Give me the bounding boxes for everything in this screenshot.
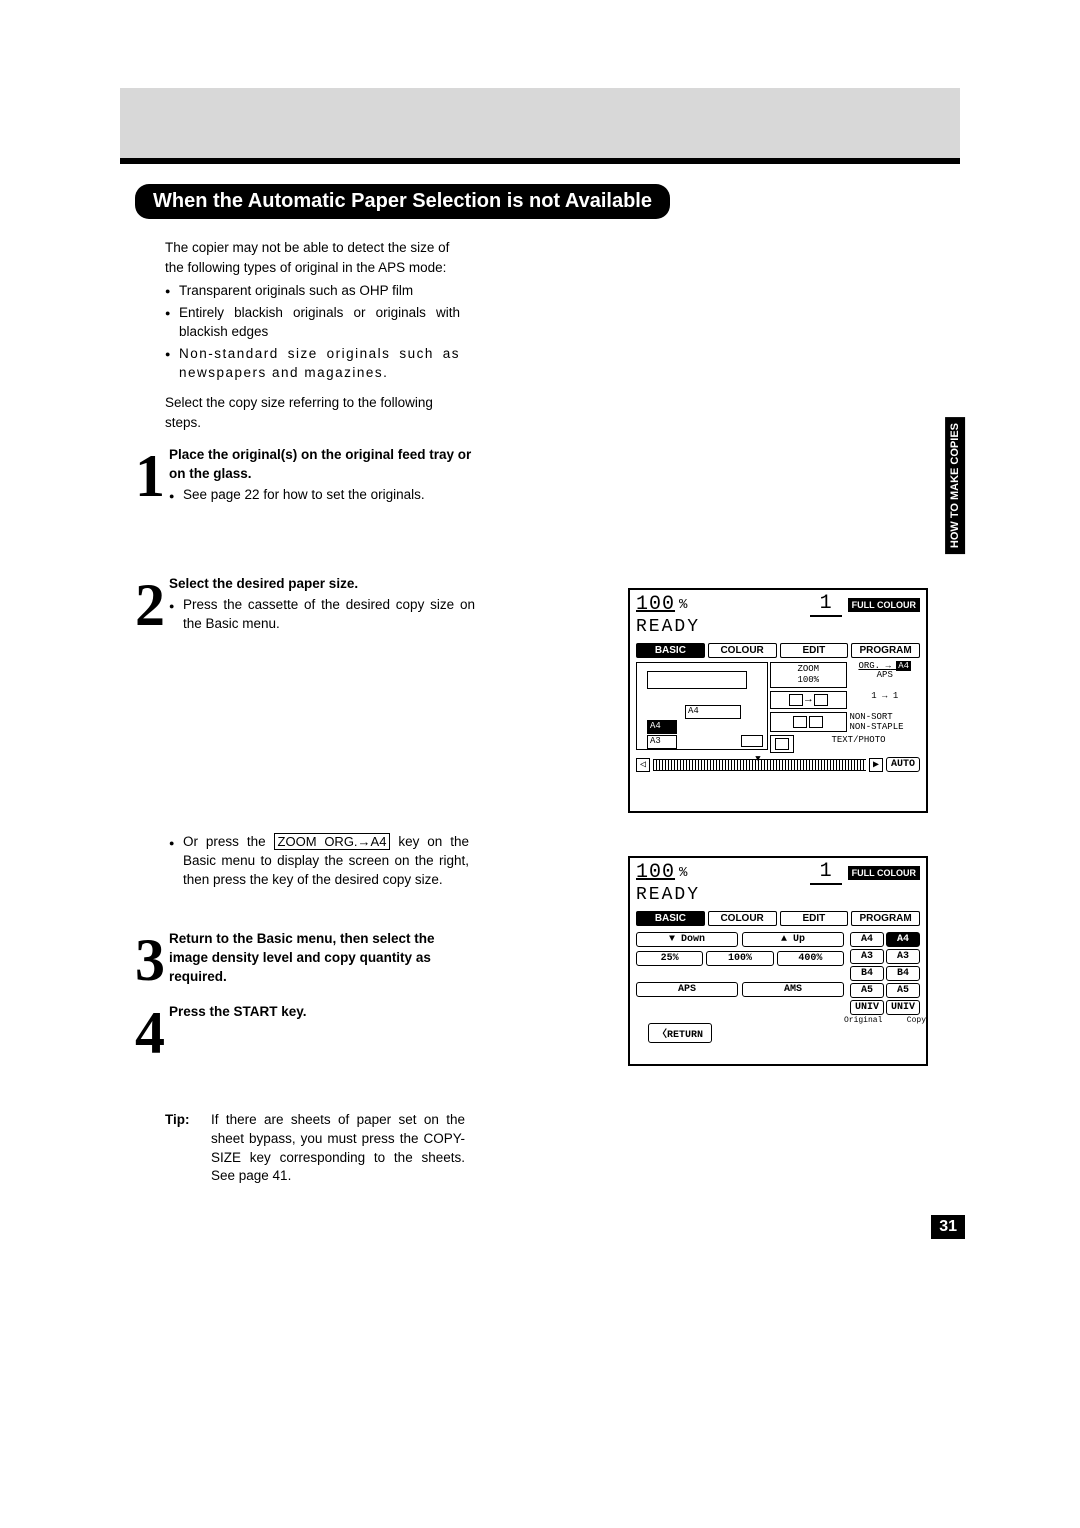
org-size: A4: [896, 661, 911, 671]
scroll-left[interactable]: ◁: [636, 758, 650, 772]
intro-bullet: Entirely blackish originals or originals…: [165, 303, 460, 342]
step-number: 1: [135, 452, 169, 500]
step-1-bullet: See page 22 for how to set the originals…: [169, 486, 475, 505]
size-b4-orig[interactable]: B4: [850, 966, 884, 981]
size-a5-orig[interactable]: A5: [850, 983, 884, 998]
step-number: 4: [135, 1009, 169, 1057]
lcd-status: READY: [630, 617, 926, 641]
intro-lead: The copier may not be able to detect the…: [165, 238, 460, 277]
duplex-mode: 1 → 1: [850, 691, 921, 709]
down-button[interactable]: ▼ Down: [636, 932, 738, 947]
lcd-tab-edit[interactable]: EDIT: [780, 643, 849, 658]
zoom-value: 100%: [797, 676, 819, 685]
step-3: 3 Return to the Basic menu, then select …: [135, 930, 475, 987]
nonsort-label: NON-SORT: [850, 712, 921, 722]
cassette-diagram[interactable]: A4 A4 A3: [636, 662, 768, 750]
intro-tail: Select the copy size referring to the fo…: [165, 393, 460, 432]
lcd-tab-colour[interactable]: COLOUR: [708, 643, 777, 658]
lcd-panel-zoom: 100 % 1 FULL COLOUR READY BASIC COLOUR E…: [628, 856, 928, 1066]
size-a5-copy[interactable]: A5: [886, 983, 920, 998]
step-4-title: Press the START key.: [169, 1003, 475, 1022]
aps-button[interactable]: APS: [636, 982, 738, 997]
lcd-tab-edit[interactable]: EDIT: [780, 911, 849, 926]
cassette-a4[interactable]: A4: [685, 705, 741, 719]
density-bar[interactable]: [653, 759, 866, 771]
intro-list: Transparent originals such as OHP film E…: [165, 281, 460, 383]
step-1: 1 Place the original(s) on the original …: [135, 446, 475, 505]
intro-bullet: Non-standard size originals such as news…: [165, 344, 460, 383]
lcd-tab-program[interactable]: PROGRAM: [851, 911, 920, 926]
lcd-percent: %: [679, 865, 687, 881]
lcd-zoom: 100: [636, 593, 675, 616]
lcd-quantity: 1: [810, 860, 842, 885]
original-label: Original: [844, 1016, 882, 1025]
zoom-400[interactable]: 400%: [777, 951, 844, 966]
zoom-25[interactable]: 25%: [636, 951, 703, 966]
intro-block: The copier may not be able to detect the…: [165, 238, 460, 432]
step-1-title: Place the original(s) on the original fe…: [169, 446, 475, 484]
nonstaple-label: NON-STAPLE: [850, 722, 921, 732]
zoom-100[interactable]: 100%: [706, 951, 773, 966]
intro-bullet: Transparent originals such as OHP film: [165, 281, 460, 301]
step-2-bullet: Press the cassette of the desired copy s…: [169, 596, 475, 634]
tip-label: Tip:: [165, 1111, 211, 1187]
lcd-tab-basic[interactable]: BASIC: [636, 643, 705, 658]
return-button[interactable]: 〈RETURN: [648, 1023, 712, 1043]
scroll-right[interactable]: ▶: [869, 758, 883, 772]
lcd-percent: %: [679, 597, 687, 613]
size-a4-orig[interactable]: A4: [850, 932, 884, 947]
cassette-a3[interactable]: A3: [647, 735, 677, 749]
step-number: 3: [135, 936, 169, 984]
zoom-button[interactable]: ZOOM 100%: [770, 662, 847, 688]
header-band: [120, 88, 960, 158]
size-a4-copy[interactable]: A4: [886, 932, 920, 947]
or-pre: Or press the: [183, 834, 274, 849]
zoom-label: ZOOM: [797, 665, 819, 674]
size-a3-orig[interactable]: A3: [850, 949, 884, 964]
step-2-or: ● Or press the ZOOM ORG.→A4 key on the B…: [169, 833, 469, 890]
step-number: 2: [135, 581, 169, 629]
mode-icon-button[interactable]: [770, 735, 794, 753]
size-univ-copy[interactable]: UNIV: [886, 1000, 920, 1015]
ams-button[interactable]: AMS: [742, 982, 844, 997]
step-2-title: Select the desired paper size.: [169, 575, 475, 594]
tip-body: If there are sheets of paper set on the …: [211, 1111, 465, 1187]
lcd-tab-colour[interactable]: COLOUR: [708, 911, 777, 926]
size-a3-copy[interactable]: A3: [886, 949, 920, 964]
lcd-tab-basic[interactable]: BASIC: [636, 911, 705, 926]
image-mode: TEXT/PHOTO: [797, 735, 920, 753]
aps-label: APS: [850, 671, 921, 680]
step-2: 2 Select the desired paper size. Press t…: [135, 575, 475, 634]
duplex-icon-button[interactable]: →: [770, 691, 847, 709]
header-rule: [120, 158, 960, 164]
size-univ-orig[interactable]: UNIV: [850, 1000, 884, 1015]
lcd-colour-mode: FULL COLOUR: [848, 866, 920, 880]
lcd-colour-mode: FULL COLOUR: [848, 598, 920, 612]
lcd-panel-basic: 100 % 1 FULL COLOUR READY BASIC COLOUR E…: [628, 588, 928, 813]
cassette-a4-sel[interactable]: A4: [647, 720, 677, 734]
step-3-title: Return to the Basic menu, then select th…: [169, 930, 475, 987]
auto-button[interactable]: AUTO: [886, 757, 920, 772]
lcd-tab-program[interactable]: PROGRAM: [851, 643, 920, 658]
up-button[interactable]: ▲ Up: [742, 932, 844, 947]
sort-icon-button[interactable]: [770, 712, 847, 732]
section-title: When the Automatic Paper Selection is no…: [135, 184, 670, 219]
tip-block: Tip: If there are sheets of paper set on…: [165, 1111, 465, 1187]
size-b4-copy[interactable]: B4: [886, 966, 920, 981]
lcd-zoom: 100: [636, 861, 675, 884]
lcd-quantity: 1: [810, 592, 842, 617]
lcd-status: READY: [630, 885, 926, 909]
page-number: 31: [931, 1215, 965, 1239]
copy-label: Copy: [907, 1016, 926, 1025]
step-4: 4 Press the START key.: [135, 1003, 475, 1057]
zoom-key: ZOOM ORG.→A4: [274, 833, 391, 850]
